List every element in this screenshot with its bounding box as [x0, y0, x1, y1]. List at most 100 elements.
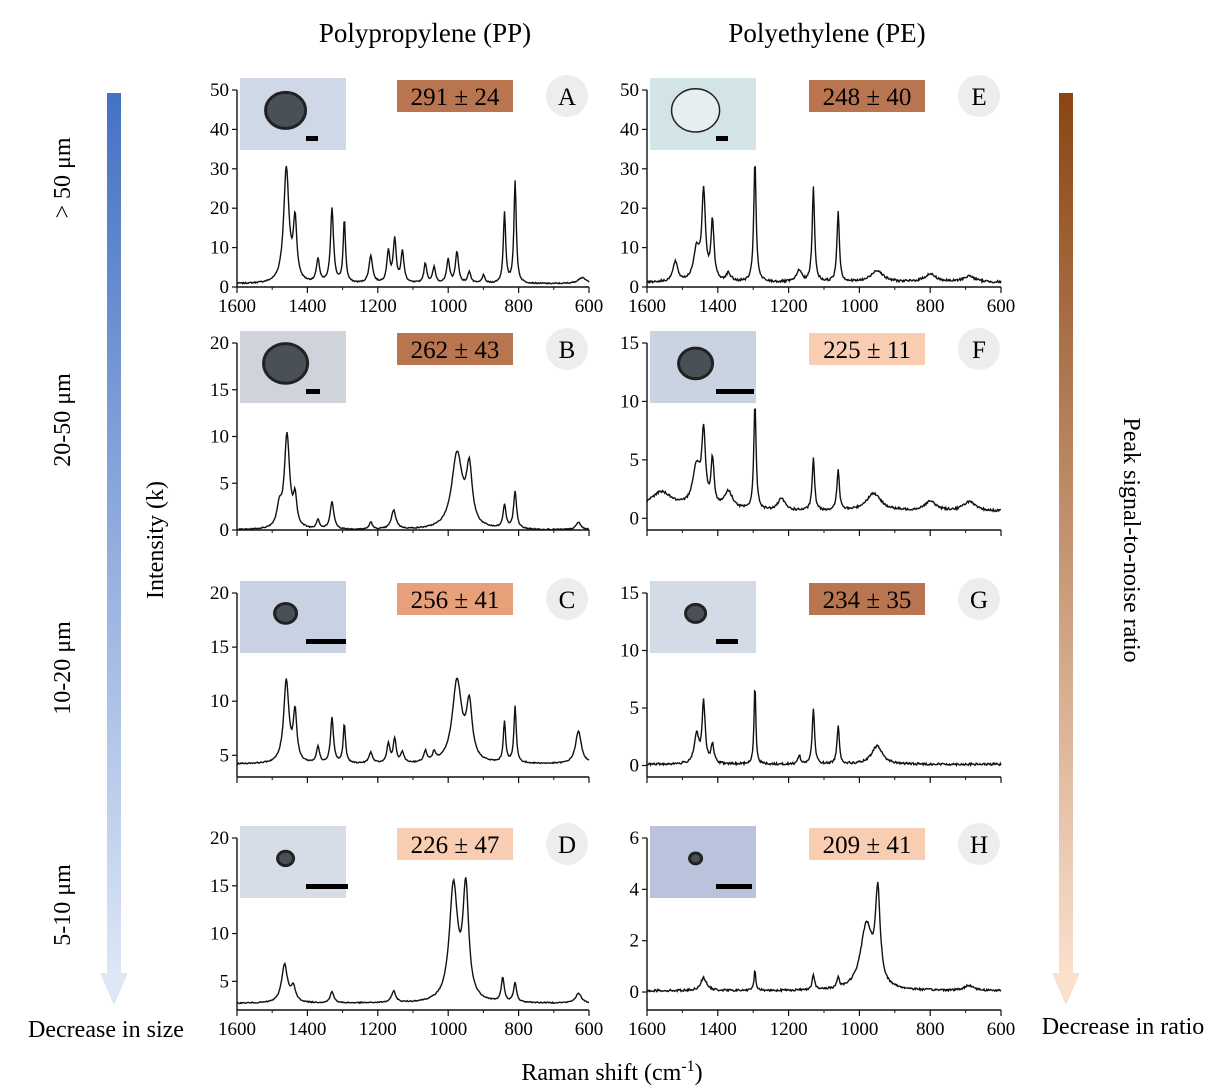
x-tick-label: 600: [987, 296, 1016, 317]
x-tick-label: 1600: [628, 1019, 666, 1040]
x-tick-label: 1000: [429, 1019, 467, 1040]
y-tick-label: 0: [630, 982, 640, 1003]
x-tick-label: 1200: [770, 1019, 808, 1040]
y-tick-label: 15: [210, 380, 229, 401]
x-tick-label: 600: [575, 296, 604, 317]
y-tick-label: 10: [210, 691, 229, 712]
particle-image: [240, 331, 346, 403]
y-tick-label: 10: [210, 238, 229, 259]
snr-badge: [397, 333, 513, 365]
x-tick-label: 1200: [359, 296, 397, 317]
snr-badge-text: 209 ± 41: [823, 832, 912, 859]
x-tick-label: 1400: [699, 296, 737, 317]
panel-letter: G: [970, 587, 988, 614]
panel-F: 0 5 10 15 225 ± 11 F: [620, 328, 1002, 536]
panel-E: 0 10 20 30 40 50 1600 1400 1200 1000 800 600 248 ± 4…: [620, 75, 1015, 317]
snr-badge-text: 225 ± 11: [823, 337, 911, 364]
y-tick-label: 20: [210, 333, 229, 354]
x-tick-label: 1600: [218, 1019, 256, 1040]
y-tick-label: 10: [210, 924, 229, 945]
x-tick-label: 800: [916, 296, 945, 317]
snr-badge-text: 291 ± 24: [411, 84, 500, 111]
row-label-3: 10-20 μm: [50, 621, 76, 715]
y-tick-label: 2: [630, 931, 640, 952]
y-tick-label: 30: [210, 159, 229, 180]
y-tick-label: 10: [620, 641, 639, 662]
row-label-2: 20-50 μm: [50, 373, 76, 467]
row-label-1: > 50 μm: [50, 137, 76, 218]
y-tick-label: 5: [220, 971, 230, 992]
panel-letter: C: [559, 587, 576, 614]
snr-badge: [397, 80, 513, 112]
y-tick-label: 15: [210, 876, 229, 897]
panel-letter-bg: [546, 75, 588, 117]
panel-letter-bg: [546, 823, 588, 865]
column-title-pe: Polyethylene (PE): [728, 18, 925, 48]
x-tick-label: 600: [987, 1019, 1016, 1040]
snr-badge: [397, 583, 513, 615]
panel-letter: B: [559, 337, 576, 364]
y-tick-label: 50: [620, 80, 639, 101]
spectrum-line: [237, 431, 590, 531]
y-tick-label: 15: [620, 583, 639, 604]
y-tick-label: 5: [220, 473, 230, 494]
y-tick-label: 0: [630, 277, 640, 298]
spectrum-line: [646, 689, 1002, 768]
right-axis-title: Peak signal-to-noise ratio: [1118, 417, 1144, 662]
y-tick-label: 20: [210, 583, 229, 604]
ratio-arrow: [1052, 93, 1080, 1005]
particle-image: [240, 78, 346, 150]
row-label-4: 5-10 μm: [50, 864, 76, 946]
y-axis-title: Intensity (k): [143, 481, 169, 599]
panel-letter: F: [972, 337, 986, 364]
y-tick-label: 10: [210, 427, 229, 448]
particle-image: [650, 78, 756, 150]
x-tick-label: 1400: [288, 1019, 326, 1040]
y-tick-label: 20: [620, 198, 639, 219]
x-tick-label: 1200: [359, 1019, 397, 1040]
snr-badge: [809, 828, 925, 860]
spectrum-line: [646, 165, 1002, 285]
y-tick-label: 0: [220, 520, 230, 541]
y-tick-label: 20: [210, 828, 229, 849]
x-axis-title: Raman shift (cm-1): [521, 1058, 702, 1086]
size-arrow: [100, 93, 128, 1005]
panel-letter-bg: [958, 578, 1000, 620]
x-tick-label: 1000: [429, 296, 467, 317]
y-tick-label: 50: [210, 80, 229, 101]
x-tick-label: 1400: [699, 1019, 737, 1040]
snr-badge-text: 234 ± 35: [823, 587, 912, 614]
panel-A: 0 10 20 30 40 50 1600 1400 1200 1000 800 600 291 ± 2…: [210, 75, 603, 317]
panel-H: 0 2 4 6 1600 1400 1200 1000 800 600 209 ± 41 H: [628, 823, 1015, 1040]
x-tick-label: 600: [575, 1019, 604, 1040]
x-tick-label: 1000: [840, 1019, 878, 1040]
snr-badge-text: 248 ± 40: [823, 84, 912, 111]
particle-image: [650, 581, 756, 653]
y-tick-label: 0: [630, 508, 640, 529]
y-tick-label: 40: [620, 119, 639, 140]
panel-C: 5 10 15 20 256 ± 41 C: [210, 578, 590, 783]
y-tick-label: 5: [220, 745, 230, 766]
panel-letter: A: [558, 84, 576, 111]
panel-G: 0 5 10 15 234 ± 35 G: [620, 578, 1002, 783]
panel-letter-bg: [546, 328, 588, 370]
y-tick-label: 4: [630, 879, 640, 900]
x-tick-label: 1400: [288, 296, 326, 317]
particle-image: [650, 826, 756, 898]
panel-letter: H: [970, 832, 988, 859]
column-title-pp: Polypropylene (PP): [319, 18, 531, 48]
snr-badge-text: 262 ± 43: [411, 337, 500, 364]
particle-image: [650, 331, 756, 403]
panel-letter-bg: [958, 75, 1000, 117]
panel-letter: E: [971, 84, 986, 111]
spectrum-line: [236, 677, 590, 765]
y-tick-label: 6: [630, 828, 640, 849]
y-tick-label: 15: [620, 333, 639, 354]
y-tick-label: 40: [210, 119, 229, 140]
panel-B: 0 5 10 15 20 262 ± 43 B: [210, 328, 590, 541]
x-tick-label: 800: [504, 1019, 533, 1040]
x-tick-label: 800: [504, 296, 533, 317]
x-tick-label: 1200: [770, 296, 808, 317]
y-tick-label: 30: [620, 159, 639, 180]
